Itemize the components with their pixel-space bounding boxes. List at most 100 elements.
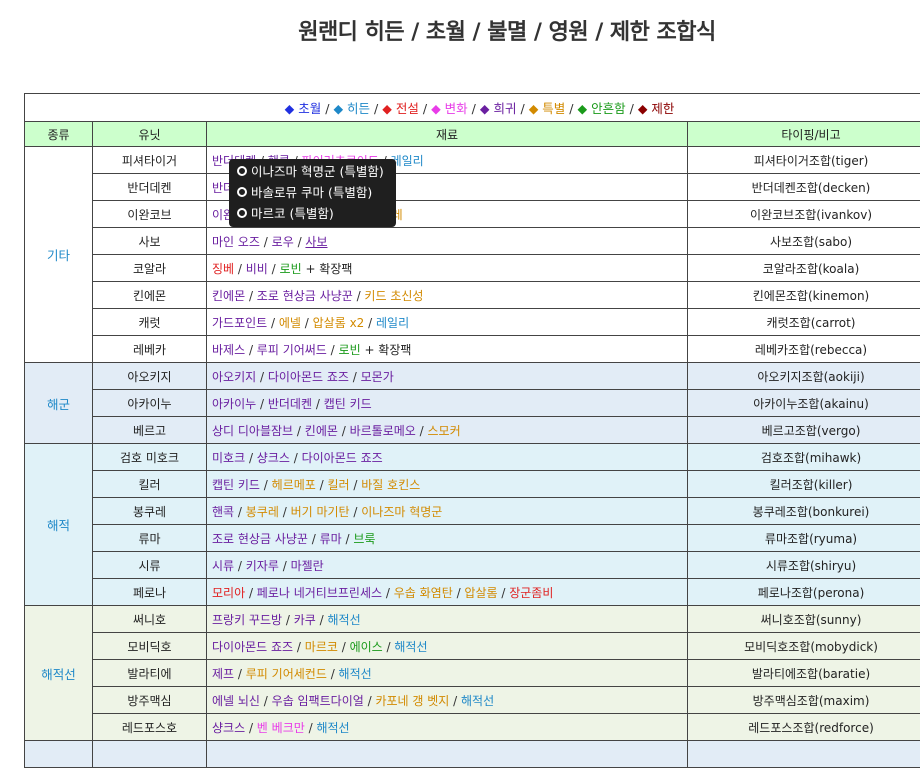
- material-link[interactable]: 마젤란: [291, 559, 324, 573]
- material-link[interactable]: 압살롬 x2: [313, 316, 365, 330]
- materials-cell: 제프 / 루피 기어세컨드 / 해적선: [207, 660, 688, 687]
- material-link[interactable]: 비비: [246, 262, 268, 276]
- material-link[interactable]: 압살롬: [464, 586, 497, 600]
- material-link[interactable]: 미호크: [212, 451, 245, 465]
- material-link[interactable]: 페로나 네거티브프린세스: [257, 586, 382, 600]
- material-link[interactable]: 브룩: [353, 532, 375, 546]
- note-cell: 베르고조합(vergo): [688, 417, 920, 444]
- material-link[interactable]: 류마: [320, 532, 342, 546]
- material-link[interactable]: 해적선: [394, 640, 427, 654]
- material-link[interactable]: 우솝 화염탄: [394, 586, 453, 600]
- material-link[interactable]: 킨에몬: [305, 424, 338, 438]
- material-link[interactable]: 조로 현상금 사냥꾼: [212, 532, 308, 546]
- material-link[interactable]: 로빈: [280, 262, 302, 276]
- material-link[interactable]: 카포네 갱 벳지: [375, 694, 449, 708]
- material-link[interactable]: 해적선: [328, 613, 361, 627]
- material-link[interactable]: 캡틴 키드: [324, 397, 372, 411]
- material-link[interactable]: 키드 초신성: [364, 289, 423, 303]
- material-link[interactable]: 모리아: [212, 586, 245, 600]
- unit-cell: 시류: [93, 552, 207, 579]
- tooltip-text: 이나즈마 혁명군 (특별함): [251, 164, 384, 179]
- material-link[interactable]: 다이아몬드 죠즈: [212, 640, 293, 654]
- category-cell: 기타: [25, 147, 93, 363]
- material-link[interactable]: 징베: [212, 262, 234, 276]
- material-link[interactable]: 캡틴 키드: [212, 478, 260, 492]
- material-link[interactable]: 킬러: [328, 478, 350, 492]
- tooltip-text: 바솔로뮤 쿠마 (특별함): [251, 185, 372, 200]
- material-link[interactable]: 바제스: [212, 343, 245, 357]
- material-link[interactable]: 버기 마기탄: [291, 505, 350, 519]
- material-link[interactable]: 마르코: [305, 640, 338, 654]
- material-link[interactable]: 핸콕: [212, 505, 234, 519]
- material-link[interactable]: 벤 베크만: [257, 721, 305, 735]
- material-link[interactable]: 바질 호킨스: [361, 478, 420, 492]
- materials-cell: 상디 디아블잠브 / 킨에몬 / 바르톨로메오 / 스모커: [207, 417, 688, 444]
- header-category: 종류: [25, 122, 93, 147]
- unit-cell: 레베카: [93, 336, 207, 363]
- material-link[interactable]: 에이스: [350, 640, 383, 654]
- header-note: 타이핑/비고: [688, 122, 920, 147]
- empty-cell: [25, 741, 93, 768]
- material-link[interactable]: 시류: [212, 559, 234, 573]
- bullet-icon: [237, 187, 247, 197]
- material-link[interactable]: 마인 오즈: [212, 235, 260, 249]
- note-cell: 레드포스조합(redforce): [688, 714, 920, 741]
- material-link[interactable]: 스모커: [428, 424, 461, 438]
- material-link[interactable]: 키자루: [246, 559, 279, 573]
- material-link[interactable]: 아카이누: [212, 397, 256, 411]
- empty-cell: [207, 741, 688, 768]
- unit-cell: 코알라: [93, 255, 207, 282]
- material-link[interactable]: 로빈: [339, 343, 361, 357]
- material-link[interactable]: 가드포인트: [212, 316, 267, 330]
- material-link[interactable]: 해적선: [316, 721, 349, 735]
- material-link[interactable]: 조로 현상금 사냥꾼: [257, 289, 353, 303]
- material-link[interactable]: 레일리: [376, 316, 409, 330]
- note-cell: 레베카조합(rebecca): [688, 336, 920, 363]
- material-link[interactable]: 로우: [272, 235, 294, 249]
- category-cell: 해적선: [25, 606, 93, 741]
- tooltip-text: 마르코 (특별함): [251, 206, 334, 221]
- material-link[interactable]: 루피 기어세컨드: [246, 667, 327, 681]
- material-link[interactable]: 루피 기어써드: [257, 343, 327, 357]
- material-link[interactable]: 이나즈마 혁명군: [361, 505, 442, 519]
- material-link[interactable]: 헤르메포: [272, 478, 316, 492]
- material-link[interactable]: 사보: [305, 235, 327, 249]
- note-cell: 시류조합(shiryu): [688, 552, 920, 579]
- material-link[interactable]: 킨에몬: [212, 289, 245, 303]
- material-link[interactable]: 반더데켄: [268, 397, 312, 411]
- material-link[interactable]: 상디 디아블잠브: [212, 424, 293, 438]
- materials-cell: 바제스 / 루피 기어써드 / 로빈 + 확장팩: [207, 336, 688, 363]
- legend-item: ◆ 변화: [431, 101, 468, 116]
- materials-cell: 아카이누 / 반더데켄 / 캡틴 키드: [207, 390, 688, 417]
- note-cell: 아오키지조합(aokiji): [688, 363, 920, 390]
- material-link[interactable]: 아오키지: [212, 370, 256, 384]
- material-link[interactable]: 해적선: [339, 667, 372, 681]
- material-link[interactable]: 카쿠: [294, 613, 316, 627]
- legend-item: ◆ 특별: [529, 101, 566, 116]
- material-link[interactable]: 제프: [212, 667, 234, 681]
- material-link[interactable]: 프랑키 꾸드방: [212, 613, 282, 627]
- material-link[interactable]: 우솝 임팩트다이얼: [272, 694, 364, 708]
- material-link[interactable]: 에넬 뇌신: [212, 694, 260, 708]
- unit-cell: 아오키지: [93, 363, 207, 390]
- material-link[interactable]: 샹크스: [212, 721, 245, 735]
- material-link[interactable]: 장군좀비: [509, 586, 553, 600]
- legend-item: ◆ 희귀: [480, 101, 517, 116]
- material-link[interactable]: 모몬가: [361, 370, 394, 384]
- material-link[interactable]: 샹크스: [257, 451, 290, 465]
- material-link[interactable]: 다이아몬드 죠즈: [302, 451, 383, 465]
- material-link[interactable]: 에넬: [279, 316, 301, 330]
- material-link[interactable]: 바르톨로메오: [350, 424, 416, 438]
- material-link[interactable]: 다이아몬드 죠즈: [268, 370, 349, 384]
- material-link[interactable]: 봉쿠레: [246, 505, 279, 519]
- header-row: 종류 유닛 재료 타이핑/비고: [25, 122, 920, 147]
- materials-cell: 미호크 / 샹크스 / 다이아몬드 죠즈: [207, 444, 688, 471]
- material-link[interactable]: 해적선: [461, 694, 494, 708]
